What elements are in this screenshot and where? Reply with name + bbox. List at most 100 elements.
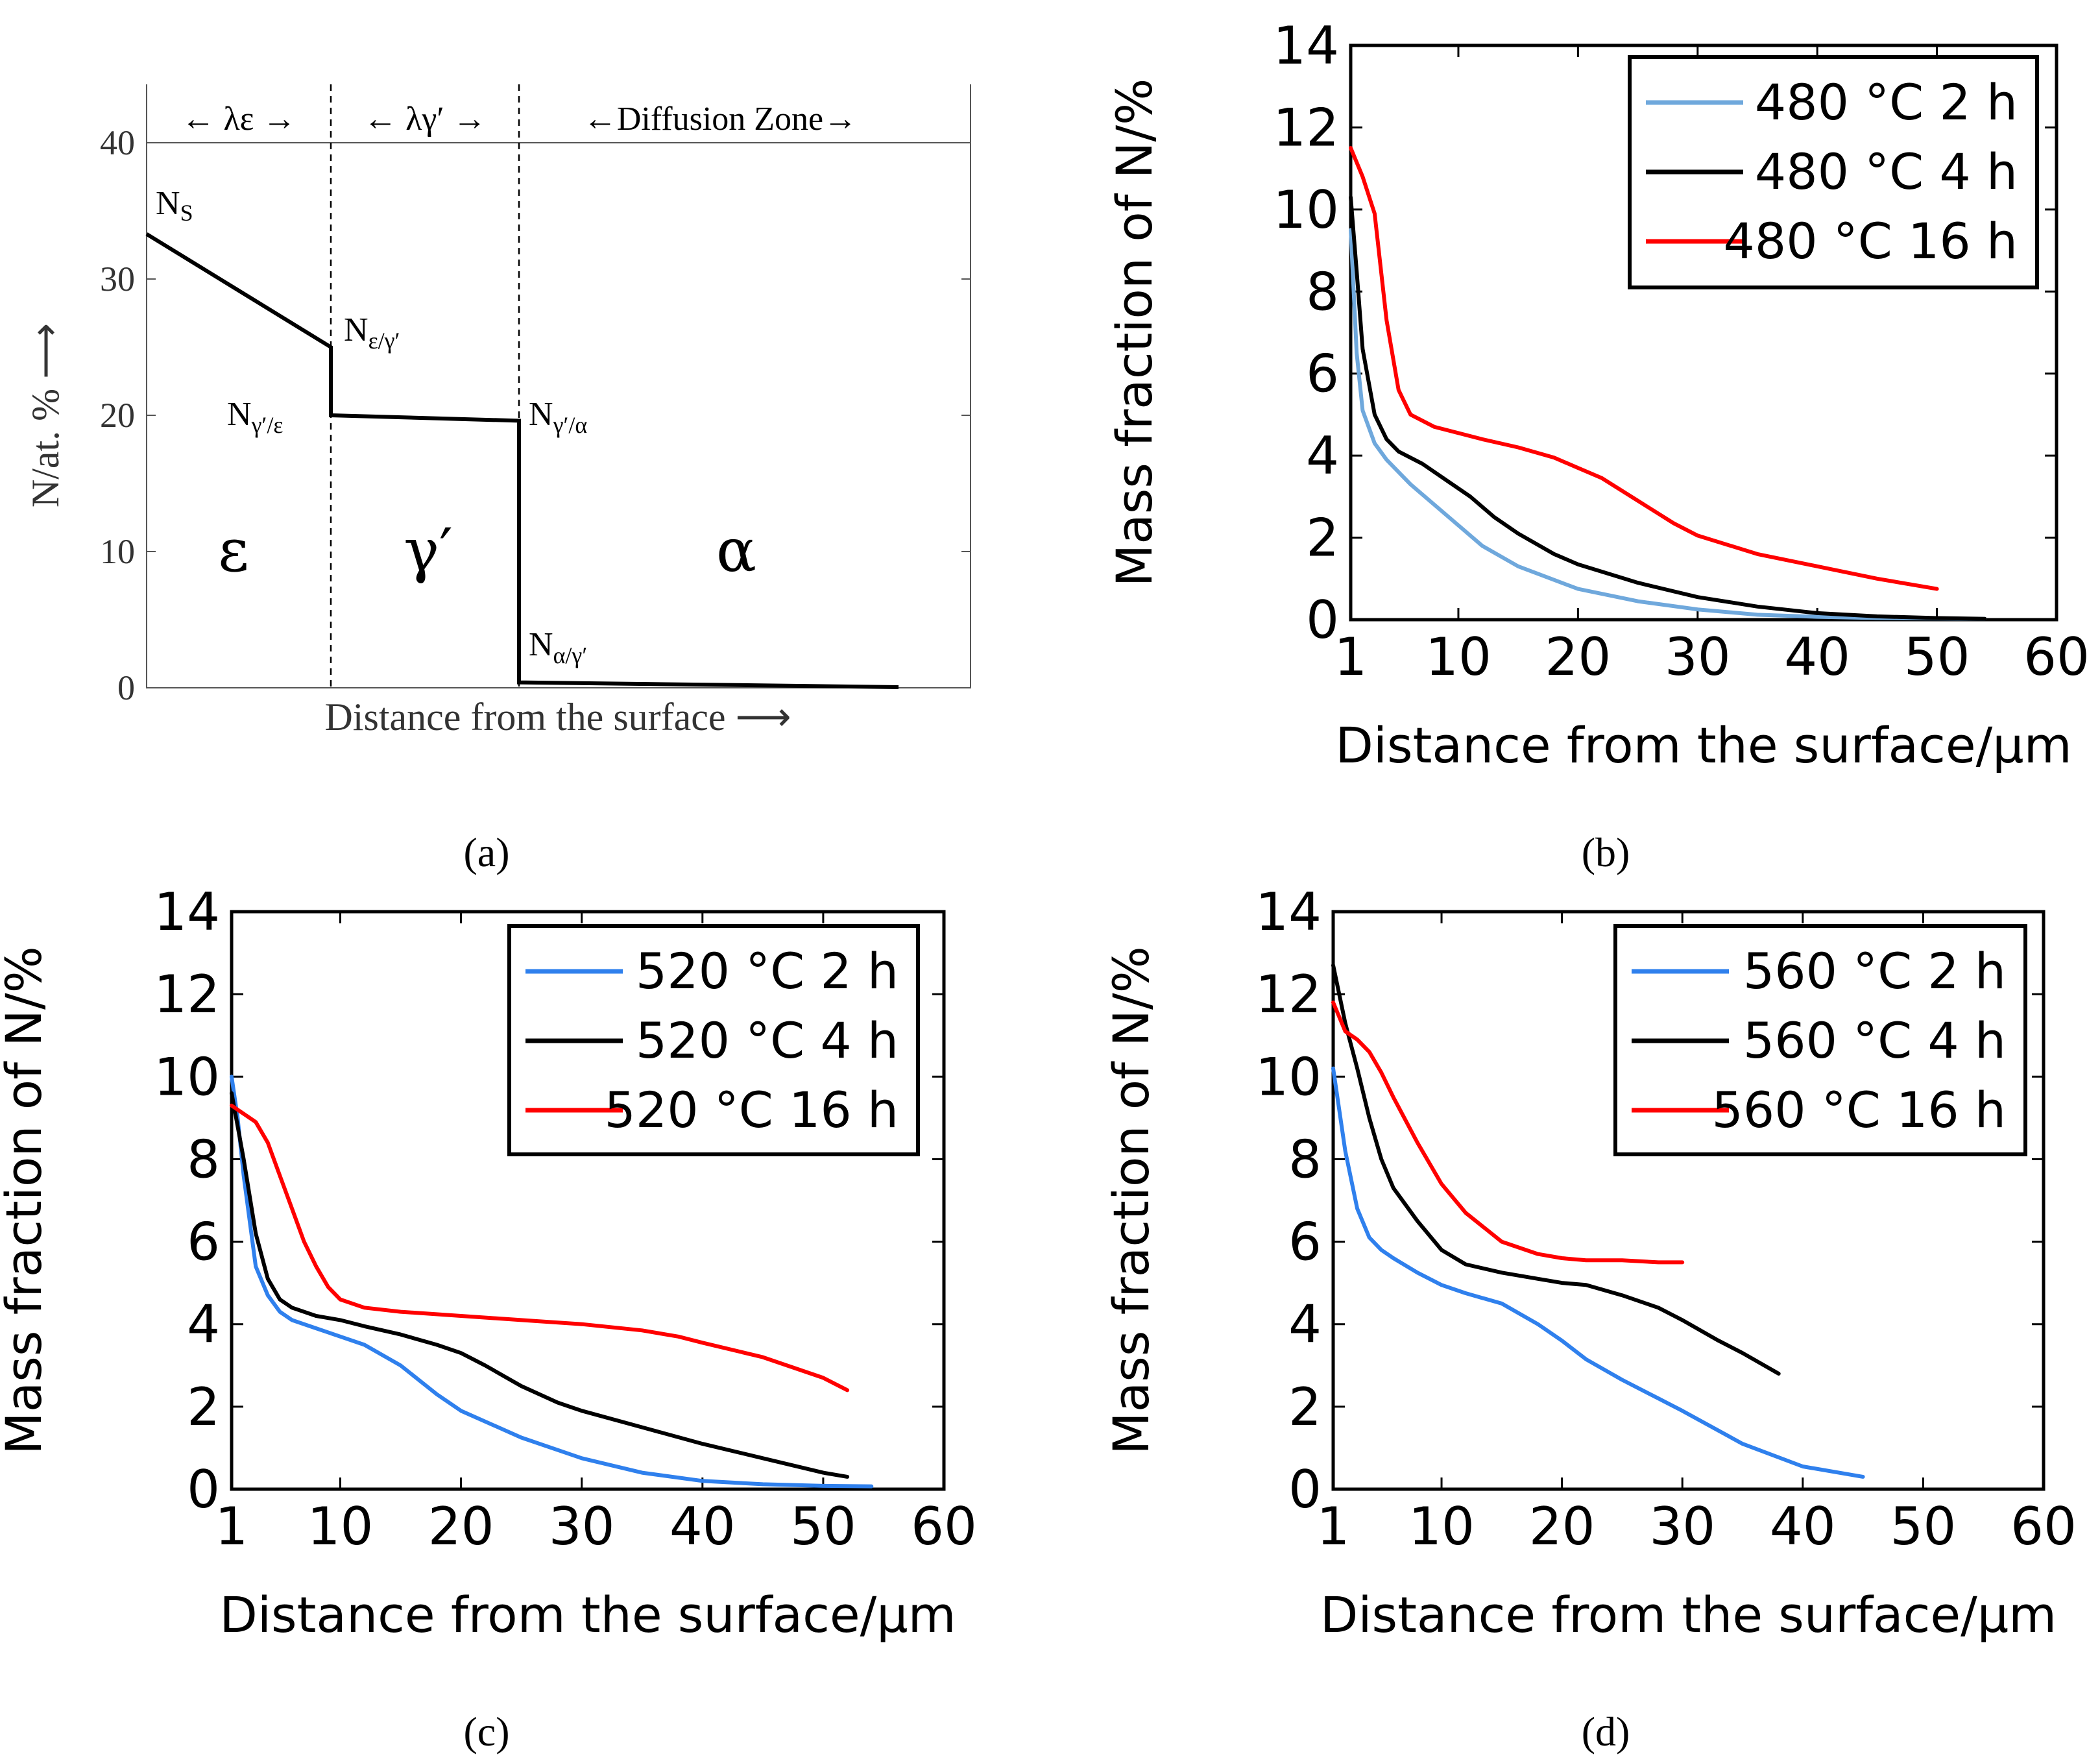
panel-c: 0 2 4 6 8 10 12 14 1 10 20 30 40 50 60 520 °C 2 h 520 °C… <box>0 882 977 1644</box>
label-n-eps-gam-sub: ε/γ′ <box>368 328 400 354</box>
panel-d-xtick-label: 40 <box>1770 1496 1836 1557</box>
panel-c-frame <box>230 910 946 1491</box>
panel-b: 0 2 4 6 8 10 12 14 1 10 20 30 40 50 60 480 °C 2 h 480 °C… <box>1105 16 2090 774</box>
panel-b-xtick-label: 50 <box>1904 627 1970 687</box>
panel-a-y-ticks: 0 10 20 30 40 <box>100 123 971 707</box>
zone-label-epsilon: ← λε → <box>181 101 296 138</box>
panel-b-xtick-label: 10 <box>1425 627 1491 687</box>
panel-d-y-label: Mass fraction of N/% <box>1102 946 1160 1455</box>
label-ns-sub: S <box>180 200 193 226</box>
panel-c-series-0 <box>230 1075 874 1489</box>
panel-d-ytick-label: 14 <box>1255 882 1322 942</box>
zone-label-diffusion: ←Diffusion Zone→ <box>583 101 857 138</box>
label-n-gam-alpha-sub: γ′/α <box>553 412 588 438</box>
region-gamma: γ′ <box>404 516 453 585</box>
panel-c-ytick-label: 10 <box>154 1047 220 1107</box>
label-n-eps-gam: Nε/γ′ <box>344 311 400 354</box>
panel-d-legend-label-1: 560 °C 4 h <box>1743 1012 2006 1069</box>
panel-a-ytick-label: 40 <box>100 123 135 162</box>
label-n-alpha-gam-sub: α/γ′ <box>553 642 588 668</box>
panel-c-xtick-label: 10 <box>308 1496 374 1557</box>
panel-a-ytick-label: 20 <box>100 396 135 435</box>
nitrogen-profile-line <box>145 232 899 689</box>
label-n-gam-eps-sub: γ′/ε <box>251 412 284 438</box>
panel-d-ytick-label: 12 <box>1255 964 1322 1025</box>
panel-b-xtick-label: 30 <box>1665 627 1731 687</box>
panel-d-series-0 <box>1331 1066 1865 1479</box>
panel-b-ytick-label: 4 <box>1306 426 1339 486</box>
panel-d-legend-label-2: 560 °C 16 h <box>1712 1081 2006 1139</box>
panel-b-ytick-label: 12 <box>1273 97 1339 158</box>
panel-c-xtick-label: 60 <box>911 1496 977 1557</box>
panel-b-ytick-label: 10 <box>1273 180 1339 240</box>
panel-a-ytick-label: 0 <box>117 668 135 707</box>
panel-c-legend-label-1: 520 °C 4 h <box>636 1012 899 1069</box>
panel-b-series-2 <box>1349 146 1939 591</box>
label-n-alpha-gam-base: N <box>529 626 553 663</box>
panel-d-ytick-label: 10 <box>1255 1047 1322 1107</box>
panel-b-xtick-label: 1 <box>1334 627 1368 687</box>
panel-c-x-label: Distance from the surface/μm <box>219 1586 956 1644</box>
panel-b-ytick-label: 2 <box>1306 508 1339 568</box>
panel-b-series-0 <box>1349 228 1987 621</box>
panel-d-series-2 <box>1331 1000 1685 1265</box>
panel-b-frame <box>1349 43 2058 622</box>
panel-c-ytick-label: 12 <box>154 964 220 1025</box>
panel-c-ytick-label: 4 <box>187 1295 220 1355</box>
panel-b-y-label: Mass fraction of N/% <box>1105 79 1163 587</box>
label-n-gam-eps: Nγ′/ε <box>227 396 283 438</box>
panel-c-y-label: Mass fraction of N/% <box>0 946 53 1455</box>
panel-a-y-label: N/at. % ⟶ <box>24 323 67 507</box>
panel-d-ytick-label: 0 <box>1288 1459 1322 1520</box>
panel-b-legend-label-0: 480 °C 2 h <box>1755 73 2018 131</box>
panel-d-ytick-label: 6 <box>1288 1212 1322 1272</box>
panel-c-xtick-label: 40 <box>670 1496 736 1557</box>
region-alpha: α <box>716 516 756 585</box>
panel-b-x-label: Distance from the surface/μm <box>1335 716 2071 774</box>
panel-d-series-1 <box>1331 963 1781 1376</box>
panel-d-xtick-label: 60 <box>2010 1496 2077 1557</box>
zone-label-gamma: ← λγ′ → <box>363 101 487 138</box>
panel-b-xtick-label: 20 <box>1545 627 1611 687</box>
panel-c-ytick-label: 8 <box>187 1129 220 1189</box>
panel-c-ytick-label: 14 <box>154 882 220 942</box>
panel-a-ytick-label: 30 <box>100 260 135 298</box>
panel-b-xtick-label: 60 <box>2023 627 2090 687</box>
panel-d-xtick-label: 30 <box>1649 1496 1715 1557</box>
panel-d-legend-label-0: 560 °C 2 h <box>1743 942 2006 1000</box>
panel-b-ytick-label: 0 <box>1306 590 1339 650</box>
panel-a-x-label: Distance from the surface ⟶ <box>324 696 791 738</box>
panel-c-series-2 <box>230 1103 850 1392</box>
panel-d-x-label: Distance from the surface/μm <box>1320 1586 2057 1644</box>
panel-a-caption: (a) <box>463 829 509 875</box>
panel-c-xtick-label: 20 <box>428 1496 494 1557</box>
panel-b-legend-label-1: 480 °C 4 h <box>1755 143 2018 201</box>
panel-c-legend-label-2: 520 °C 16 h <box>605 1081 899 1139</box>
panel-d-ytick-label: 4 <box>1288 1295 1322 1355</box>
panel-d: 0 2 4 6 8 10 12 14 1 10 20 30 40 50 60 560 °C 2 h 560 °C… <box>1102 882 2077 1644</box>
panel-c-legend-label-0: 520 °C 2 h <box>636 942 899 1000</box>
panel-b-legend-label-2: 480 °C 16 h <box>1724 212 2018 270</box>
region-epsilon: ε <box>218 516 249 585</box>
panel-d-frame <box>1331 910 2046 1491</box>
panel-b-ytick-label: 8 <box>1306 261 1339 322</box>
panel-a: 0 10 20 30 40 ← λε → ← λγ′ → ←Diffusion Zone… <box>24 84 971 875</box>
panel-a-ytick-label: 10 <box>100 532 135 571</box>
panel-d-xtick-label: 10 <box>1408 1496 1475 1557</box>
label-n-gam-eps-base: N <box>227 396 252 433</box>
label-n-alpha-gam: Nα/γ′ <box>529 626 587 668</box>
label-ns-base: N <box>156 185 180 222</box>
panel-b-xtick-label: 40 <box>1784 627 1850 687</box>
panel-d-ytick-label: 8 <box>1288 1129 1322 1189</box>
panel-d-ytick-label: 2 <box>1288 1377 1322 1437</box>
panel-d-xtick-label: 50 <box>1890 1496 1957 1557</box>
label-n-gam-alpha-base: N <box>529 396 553 433</box>
panel-b-ytick-label: 14 <box>1273 16 1339 76</box>
label-n-eps-gam-base: N <box>344 311 368 348</box>
panel-c-xtick-label: 1 <box>215 1496 248 1557</box>
panel-d-caption: (d) <box>1582 1708 1630 1755</box>
panel-d-xtick-label: 1 <box>1317 1496 1350 1557</box>
panel-b-ytick-label: 6 <box>1306 344 1339 404</box>
panel-b-series-1 <box>1349 195 1987 621</box>
